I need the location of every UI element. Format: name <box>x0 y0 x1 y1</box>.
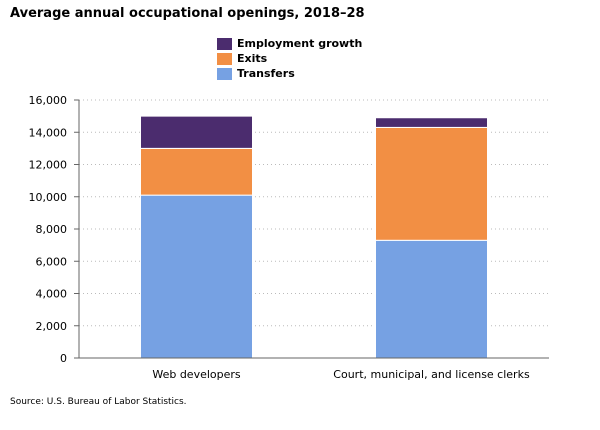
labels: 0 2,000 4,000 6,000 8,000 10,000 12,000 14,000 1… <box>29 94 530 381</box>
y-tick-label: 0 <box>60 352 67 365</box>
legend-label-transfers: Transfers <box>237 67 295 80</box>
bar-segment-employment-growth <box>140 115 253 149</box>
legend-label-employment-growth: Employment growth <box>237 37 363 50</box>
bar-segment-employment-growth <box>375 117 488 128</box>
legend-item-employment-growth: Employment growth <box>217 36 362 51</box>
y-tick-label: 10,000 <box>29 191 68 204</box>
x-category-label: Web developers <box>152 368 241 381</box>
bars <box>140 115 488 359</box>
y-tick-label: 16,000 <box>29 94 68 107</box>
y-tick-label: 4,000 <box>36 288 68 301</box>
bar-segment-transfers <box>140 194 253 359</box>
axes <box>74 99 549 359</box>
chart-plot: 0 2,000 4,000 6,000 8,000 10,000 12,000 14,000 1… <box>29 94 549 381</box>
y-tick-label: 8,000 <box>36 223 68 236</box>
y-tick-label: 12,000 <box>29 159 68 172</box>
legend-swatch-employment-growth <box>217 37 232 50</box>
legend: Employment growth Exits Transfers <box>217 36 362 81</box>
y-tick-label: 14,000 <box>29 126 68 139</box>
source-note: Source: U.S. Bureau of Labor Statistics. <box>10 397 187 407</box>
chart-title: Average annual occupational openings, 20… <box>10 6 365 21</box>
legend-label-exits: Exits <box>237 52 268 65</box>
legend-item-exits: Exits <box>217 51 362 66</box>
legend-item-transfers: Transfers <box>217 66 362 81</box>
legend-swatch-exits <box>217 52 232 65</box>
legend-swatch-transfers <box>217 67 232 80</box>
bar-segment-exits <box>140 147 253 196</box>
y-tick-label: 2,000 <box>36 320 68 333</box>
y-tick-label: 6,000 <box>36 255 68 268</box>
bar-segment-transfers <box>375 239 488 359</box>
x-category-label: Court, municipal, and license clerks <box>333 368 530 381</box>
bar-segment-exits <box>375 126 488 241</box>
